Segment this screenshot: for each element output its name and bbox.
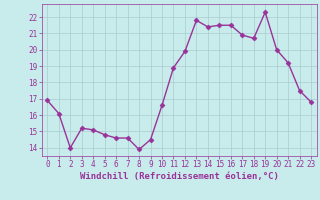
X-axis label: Windchill (Refroidissement éolien,°C): Windchill (Refroidissement éolien,°C)	[80, 172, 279, 181]
